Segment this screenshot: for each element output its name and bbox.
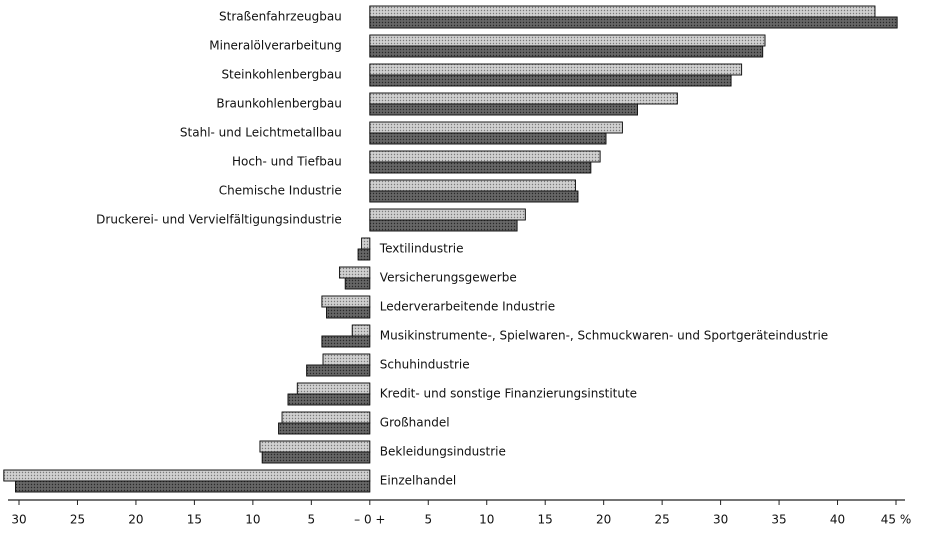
bar-texture: [361, 237, 371, 250]
category-label: Großhandel: [380, 416, 450, 430]
x-tick-label: 15: [187, 513, 202, 527]
x-tick-label: 25: [70, 513, 85, 527]
x-tick-label: 25: [654, 513, 669, 527]
bar-texture: [369, 179, 577, 192]
bar-texture: [369, 92, 678, 105]
bar-texture: [261, 451, 371, 464]
x-tick-label: 20: [128, 513, 143, 527]
bar-texture: [369, 45, 764, 58]
category-label: Steinkohlenbergbau: [221, 68, 341, 82]
category-label: Textilindustrie: [379, 242, 464, 256]
bar-texture: [369, 190, 579, 203]
category-label: Chemische Industrie: [219, 184, 342, 198]
bar-texture: [306, 364, 371, 377]
category-label: Versicherungsgewerbe: [380, 271, 517, 285]
bar-texture: [3, 469, 371, 482]
x-tick-label: – 0 +: [354, 513, 385, 527]
bar-texture: [321, 335, 371, 348]
category-label: Hoch- und Tiefbau: [232, 155, 342, 169]
category-label: Straßenfahrzeugbau: [219, 10, 342, 24]
bar-texture: [369, 219, 518, 232]
x-tick-label: 15: [538, 513, 553, 527]
bar-texture: [369, 121, 623, 134]
bar-texture: [278, 422, 371, 435]
bar-texture: [338, 266, 371, 279]
bar-texture: [369, 63, 743, 76]
bar-texture: [287, 393, 371, 406]
bar-texture: [369, 5, 876, 18]
category-label: Bekleidungsindustrie: [380, 445, 506, 459]
x-tick-label: 45 %: [881, 513, 912, 527]
bar-texture: [369, 132, 607, 145]
bar-texture: [259, 440, 371, 453]
x-tick-label: 30: [713, 513, 728, 527]
bar-texture: [369, 161, 592, 174]
bar-texture: [369, 103, 638, 116]
category-label: Lederverarbeitende Industrie: [380, 300, 555, 314]
bar-texture: [322, 353, 371, 366]
bar-texture: [326, 306, 371, 319]
category-label: Einzelhandel: [380, 474, 456, 488]
x-tick-label: 10: [479, 513, 494, 527]
bar-texture: [296, 382, 371, 395]
category-label: Kredit- und sonstige Finanzierungsinstit…: [380, 387, 637, 401]
category-label: Mineralölverarbeitung: [209, 39, 342, 53]
x-tick-label: 5: [424, 513, 432, 527]
bar-texture: [369, 16, 898, 29]
bar-texture: [369, 34, 766, 47]
bar-texture: [344, 277, 371, 290]
x-tick-label: 35: [771, 513, 786, 527]
bar-texture: [369, 150, 601, 163]
bar-texture: [321, 295, 371, 308]
bar-texture: [369, 208, 526, 221]
bar-texture: [357, 248, 371, 261]
category-label: Stahl- und Leichtmetallbau: [180, 126, 342, 140]
bar-texture: [281, 411, 371, 424]
category-label: Braunkohlenbergbau: [216, 97, 341, 111]
bar-texture: [351, 324, 371, 337]
bar-texture: [369, 74, 732, 87]
category-label: Musikinstrumente-, Spielwaren-, Schmuckw…: [380, 329, 828, 343]
x-tick-label: 5: [308, 513, 316, 527]
category-label: Schuhindustrie: [380, 358, 470, 372]
x-tick-label: 20: [596, 513, 611, 527]
x-tick-label: 30: [11, 513, 26, 527]
category-label: Druckerei- und Vervielfältigungsindustri…: [96, 213, 342, 227]
x-tick-label: 40: [830, 513, 845, 527]
x-tick-label: 10: [245, 513, 260, 527]
bar-texture: [15, 480, 371, 493]
